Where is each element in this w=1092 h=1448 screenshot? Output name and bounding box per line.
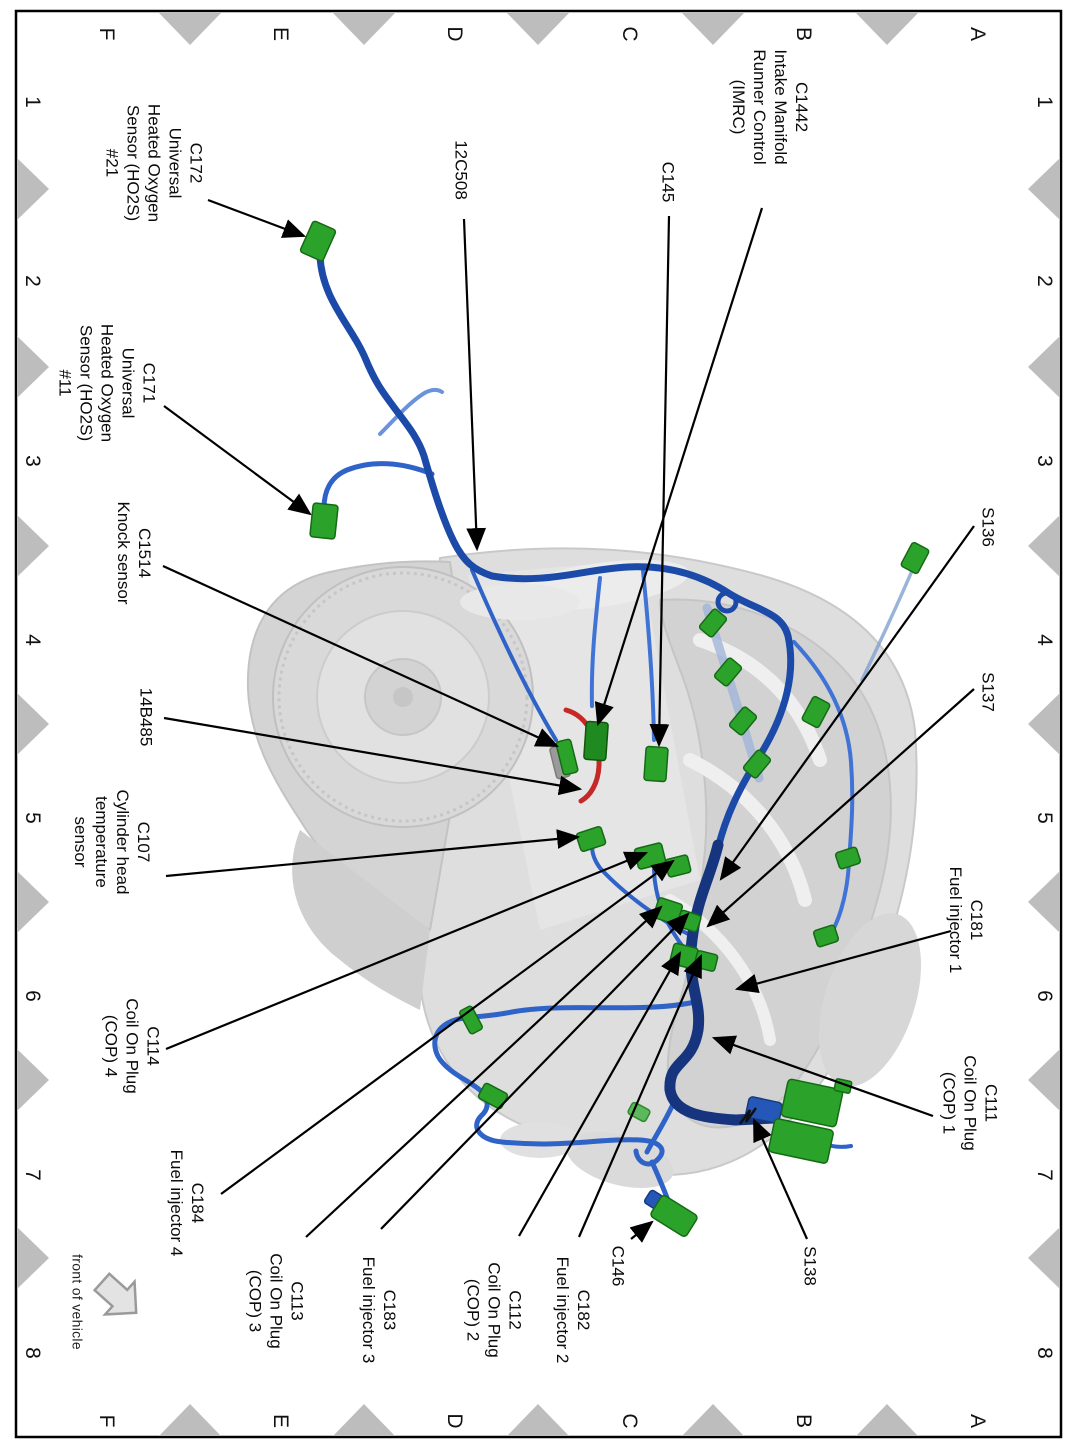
leader-c182	[577, 953, 703, 1238]
grid-tick-triangle	[856, 1404, 918, 1436]
grid-tick-triangle	[17, 336, 49, 398]
grid-tick-triangle	[159, 1404, 221, 1436]
grid-tick-triangle	[856, 13, 918, 45]
leader-c111	[711, 1035, 934, 1118]
red-knock-loop	[563, 707, 602, 804]
harness-loop-knot	[715, 590, 739, 614]
harness-thick-lower	[664, 839, 780, 1126]
wire-to-c171	[321, 461, 435, 511]
connector-knock-sensor	[555, 738, 579, 776]
leader-14b485	[163, 716, 583, 796]
leader-12c508	[462, 218, 487, 552]
leader-s136	[719, 525, 975, 881]
leader-c114	[165, 851, 649, 1051]
grid-tick-triangle	[1028, 871, 1060, 933]
grid-tick-triangle	[1028, 693, 1060, 755]
leader-c1514	[162, 564, 560, 748]
leader-c183	[380, 912, 690, 1230]
grid-tick-triangle	[1028, 1049, 1060, 1111]
connector-c172	[299, 220, 337, 262]
grid-tick-triangle	[1028, 1227, 1060, 1289]
grid-tick-triangle	[1028, 515, 1060, 577]
grid-tick-triangle	[507, 1404, 569, 1436]
connector-c145	[643, 745, 669, 783]
leader-c181	[734, 929, 952, 994]
page-border	[14, 9, 1063, 1439]
grid-tick-triangle	[17, 515, 49, 577]
leader-c184	[220, 859, 675, 1195]
grid-tick-triangle	[17, 158, 49, 220]
grid-tick-triangle	[1028, 158, 1060, 220]
connectors	[299, 220, 930, 1237]
leader-c145	[649, 215, 671, 748]
leader-c146	[629, 1220, 654, 1243]
grid-tick-triangle	[333, 1404, 395, 1436]
leader-s138	[752, 1117, 809, 1240]
connector-c171	[309, 502, 339, 540]
connector-imrc	[583, 720, 609, 762]
engine-body	[246, 547, 922, 1189]
s138-splice-mark	[738, 1107, 758, 1125]
grid-tick-triangle	[17, 1049, 49, 1111]
leader-c172	[207, 198, 307, 238]
leader-c112	[518, 951, 682, 1237]
grid-tick-triangle	[682, 13, 744, 45]
leader-c113	[305, 905, 663, 1238]
leader-lines	[162, 198, 975, 1243]
grid-tick-triangle	[333, 13, 395, 45]
leader-c107	[165, 829, 581, 878]
leader-c171	[163, 405, 312, 516]
grid-tick-triangle	[17, 871, 49, 933]
grid-tick-triangle	[159, 13, 221, 45]
grid-tick-triangle	[17, 1227, 49, 1289]
grid-tick-triangle	[1028, 336, 1060, 398]
leader-s137	[706, 688, 975, 928]
harness-main-run	[316, 252, 795, 852]
front-of-vehicle-arrow	[92, 1272, 138, 1316]
grid-tick-triangle	[682, 1404, 744, 1436]
leader-c1442	[594, 207, 764, 727]
grid-tick-triangles	[17, 13, 1060, 1436]
grid-tick-triangle	[507, 13, 569, 45]
grid-tick-triangle	[17, 693, 49, 755]
